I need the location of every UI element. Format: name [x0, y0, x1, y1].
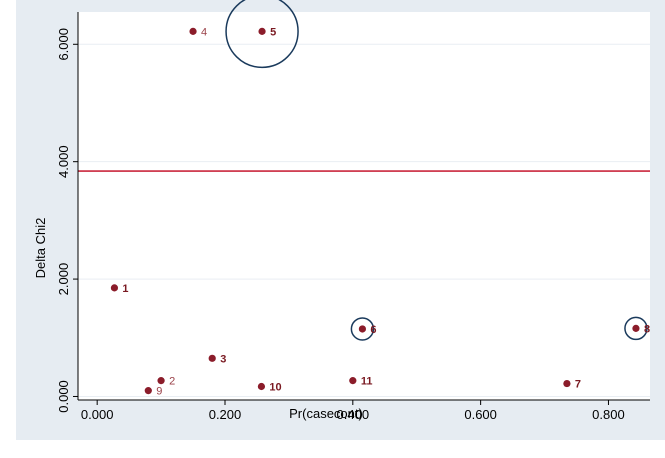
- point-label: 7: [575, 379, 581, 391]
- x-tick-label: 0.000: [81, 407, 114, 422]
- data-point: [208, 354, 216, 362]
- point-label: 9: [156, 386, 162, 398]
- plot-area: [78, 12, 650, 400]
- point-label: 4: [201, 26, 207, 38]
- x-tick-label: 0.200: [209, 407, 242, 422]
- data-point: [358, 325, 367, 333]
- point-label: 6: [370, 324, 376, 336]
- axes: 0.000 2.000 4.000 6.000 0.000 0.200 0.400 0.600…: [56, 12, 650, 422]
- data-point: [349, 377, 357, 385]
- point-label: 2: [169, 376, 175, 388]
- x-tick-label: 0.600: [464, 407, 497, 422]
- highlight-rings: [225, 0, 648, 341]
- data-point: [563, 379, 571, 388]
- highlight-ring: [350, 317, 375, 341]
- highlight-ring: [624, 316, 648, 341]
- data-point: [144, 387, 152, 395]
- x-tick-label: 0.800: [592, 407, 625, 422]
- point-label: 5: [270, 26, 276, 38]
- data-point: [632, 324, 640, 332]
- y-tick-label: 2.000: [56, 263, 71, 296]
- y-tick-label: 0.000: [56, 380, 71, 413]
- data-point: [110, 284, 119, 292]
- grid-lines: [78, 43, 650, 397]
- x-tick-label: 0.400: [337, 407, 370, 422]
- point-label: 10: [269, 381, 281, 393]
- data-points: 1 2 3 4 5 6 7 8 9 10 11: [110, 26, 650, 398]
- data-point: [157, 377, 165, 385]
- data-point: [258, 27, 266, 35]
- point-label: 8: [644, 323, 650, 335]
- data-point: [189, 27, 197, 35]
- data-point: [257, 382, 266, 391]
- y-axis-label: Delta Chi2: [33, 218, 48, 279]
- y-tick-label: 4.000: [56, 145, 71, 178]
- point-label: 1: [122, 283, 128, 295]
- point-label: 11: [361, 376, 373, 388]
- point-label: 3: [220, 353, 226, 365]
- y-tick-label: 6.000: [56, 28, 71, 61]
- highlight-ring: [225, 0, 299, 69]
- x-axis-label: Pr(casecont): [289, 406, 363, 421]
